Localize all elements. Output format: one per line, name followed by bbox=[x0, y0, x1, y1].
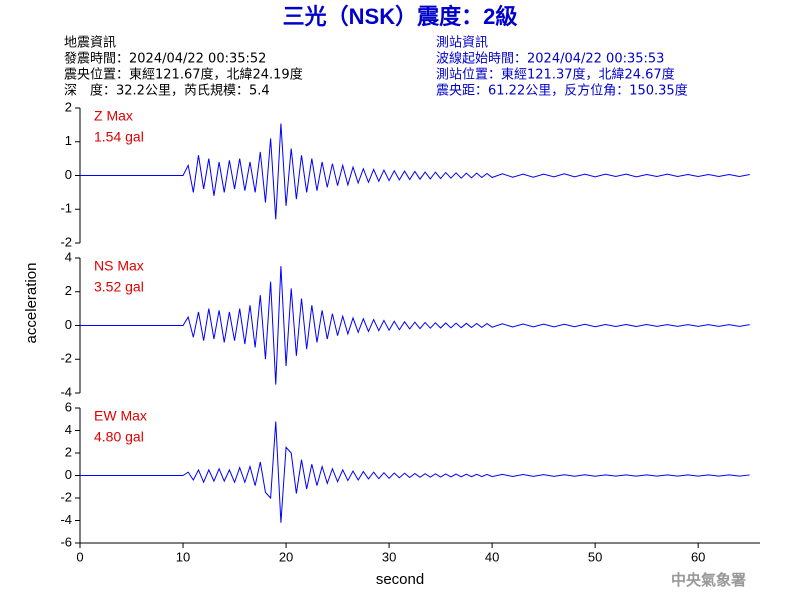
y-tick-label: -2 bbox=[60, 234, 72, 249]
x-tick-label: 30 bbox=[382, 549, 396, 564]
y-tick-label: 0 bbox=[65, 167, 72, 182]
x-tick-label: 0 bbox=[76, 549, 83, 564]
max-value: 3.52 gal bbox=[94, 279, 144, 295]
info-text: 深 度：32.2公里，芮氏規模：5.4 bbox=[64, 83, 270, 99]
waveform bbox=[80, 266, 750, 385]
y-tick-label: 0 bbox=[65, 317, 72, 332]
info-text: 震央距：61.22公里，反方位角：150.35度 bbox=[436, 83, 688, 99]
y-tick-label: -1 bbox=[60, 201, 72, 216]
component-label: Z Max bbox=[94, 108, 133, 124]
info-text: 波線起始時間：2024/04/22 00:35:53 bbox=[436, 51, 664, 67]
info-text: 測站資訊 bbox=[436, 36, 488, 51]
x-tick-label: 50 bbox=[588, 549, 602, 564]
y-tick-label: 4 bbox=[65, 249, 72, 264]
y-tick-label: 6 bbox=[65, 399, 72, 414]
waveform bbox=[80, 421, 750, 523]
chart-title: 三光（NSK）震度：2級 bbox=[283, 4, 518, 29]
y-axis-label: acceleration bbox=[23, 263, 40, 344]
y-tick-label: -4 bbox=[60, 384, 72, 399]
component-label: EW Max bbox=[94, 408, 147, 424]
y-tick-label: -2 bbox=[60, 489, 72, 504]
x-axis-label: second bbox=[376, 571, 424, 588]
y-tick-label: -6 bbox=[60, 534, 72, 549]
y-tick-label: -4 bbox=[60, 512, 72, 527]
x-tick-label: 60 bbox=[691, 549, 705, 564]
y-tick-label: 4 bbox=[65, 422, 72, 437]
info-text: 震央位置：東經121.67度，北緯24.19度 bbox=[64, 67, 303, 83]
y-tick-label: 0 bbox=[65, 467, 72, 482]
component-label: NS Max bbox=[94, 258, 144, 274]
info-text: 發震時間：2024/04/22 00:35:52 bbox=[64, 52, 266, 67]
x-tick-label: 40 bbox=[485, 549, 499, 564]
info-text: 地震資訊 bbox=[64, 36, 116, 51]
y-tick-label: 1 bbox=[65, 133, 72, 148]
waveform bbox=[80, 123, 750, 220]
y-tick-label: 2 bbox=[65, 99, 72, 114]
y-tick-label: -2 bbox=[60, 351, 72, 366]
max-value: 1.54 gal bbox=[94, 129, 144, 145]
watermark: 中央氣象署 bbox=[671, 571, 746, 589]
x-tick-label: 20 bbox=[279, 549, 293, 564]
max-value: 4.80 gal bbox=[94, 429, 144, 445]
info-text: 測站位置：東經121.37度，北緯24.67度 bbox=[436, 67, 675, 83]
y-tick-label: 2 bbox=[65, 283, 72, 298]
x-tick-label: 10 bbox=[176, 549, 190, 564]
y-tick-label: 2 bbox=[65, 444, 72, 459]
